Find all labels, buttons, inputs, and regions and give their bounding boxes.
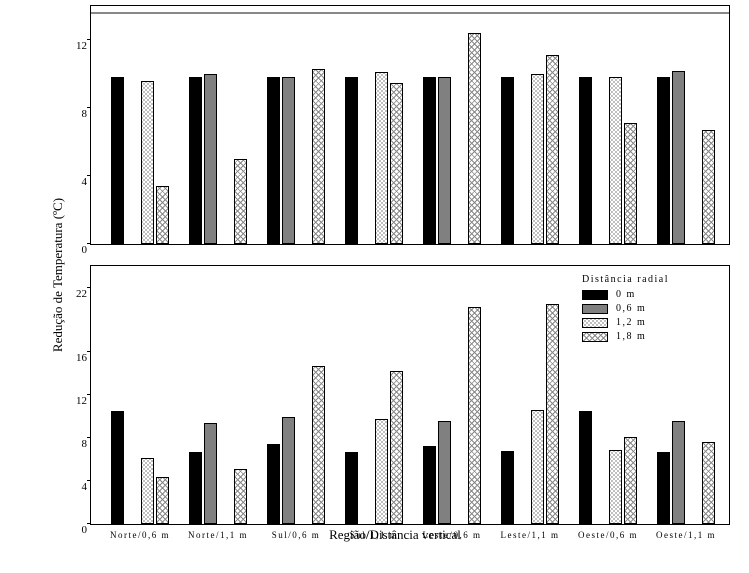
bar [438,77,451,244]
bar [234,469,247,524]
y-tick-mark [87,39,91,40]
bar [702,442,715,524]
bar [672,71,685,244]
y-tick-mark [87,107,91,108]
x-tick-label: Norte/0,6 m [110,530,170,540]
bar [234,159,247,244]
bar [657,452,670,524]
panel-bottom: 048121622Norte/0,6 mNorte/1,1 mSul/0,6 m… [90,265,730,525]
bar [624,437,637,524]
bar [702,130,715,244]
legend-swatch-0 [582,290,608,300]
y-tick-mark [87,394,91,395]
y-tick-mark [87,523,91,524]
legend-swatch-2 [582,318,608,328]
bar [312,69,325,244]
bar [609,450,622,524]
bar [501,77,514,244]
y-tick-label: 12 [63,40,87,52]
bar [546,55,559,244]
bar [189,452,202,524]
bar [657,77,670,244]
bar [156,186,169,244]
legend-title: Distância radial [582,274,669,285]
bar [546,304,559,524]
bar [111,411,124,524]
bar [312,366,325,524]
y-tick-mark [87,437,91,438]
bar [282,77,295,244]
plot-area-top: 04812 [91,6,729,244]
legend-label-2: 1,2 m [616,317,646,328]
y-tick-label: 8 [63,438,87,450]
x-tick-label: Norte/1,1 m [188,530,248,540]
legend-swatch-3 [582,332,608,342]
bar [390,83,403,245]
bar [345,452,358,524]
y-tick-label: 16 [63,352,87,364]
y-tick-mark [87,243,91,244]
bar [468,307,481,524]
bar [282,417,295,525]
x-tick-label: Sul/0,6 m [272,530,321,540]
y-tick-label: 4 [63,176,87,188]
bar [204,423,217,524]
bar [390,371,403,524]
bar [141,458,154,524]
bar [609,77,622,244]
legend-label-1: 0,6 m [616,303,646,314]
chart-container: Redução de Temperatura (ºC) 04812 048121… [50,5,740,545]
bar [624,123,637,244]
bar [204,74,217,244]
bar [111,77,124,244]
x-axis-title: Região/Distância vertical [329,527,461,543]
bar [531,410,544,524]
y-tick-label: 0 [63,244,87,256]
bar [375,419,388,524]
bar [468,33,481,244]
legend-swatch-1 [582,304,608,314]
bar [375,72,388,244]
bar [579,411,592,524]
y-tick-mark [87,175,91,176]
y-tick-label: 0 [63,524,87,536]
legend-row-0: 0 m [582,289,669,300]
y-tick-label: 4 [63,481,87,493]
y-axis-title: Redução de Temperatura (ºC) [50,198,66,352]
legend-row-2: 1,2 m [582,317,669,328]
legend-row-3: 1,8 m [582,331,669,342]
x-tick-label: Oeste/1,1 m [656,530,716,540]
y-tick-mark [87,287,91,288]
y-tick-label: 22 [63,288,87,300]
bar [141,81,154,244]
bar [267,444,280,524]
bar [189,77,202,244]
bar [345,77,358,244]
bar [672,421,685,524]
y-tick-mark [87,351,91,352]
bar [438,421,451,524]
legend-label-3: 1,8 m [616,331,646,342]
legend-row-1: 0,6 m [582,303,669,314]
y-tick-mark [87,480,91,481]
y-tick-label: 8 [63,108,87,120]
bar [267,77,280,244]
panel-top: 04812 [90,5,730,245]
x-tick-label: Leste/1,1 m [501,530,560,540]
bar [423,446,436,524]
x-tick-label: Oeste/0,6 m [578,530,638,540]
bar [501,451,514,524]
bar [579,77,592,244]
legend-label-0: 0 m [616,289,636,300]
y-tick-label: 12 [63,395,87,407]
bar [531,74,544,244]
legend: Distância radial 0 m 0,6 m 1,2 m 1,8 m [582,274,669,345]
bar [423,77,436,244]
bar [156,477,169,524]
